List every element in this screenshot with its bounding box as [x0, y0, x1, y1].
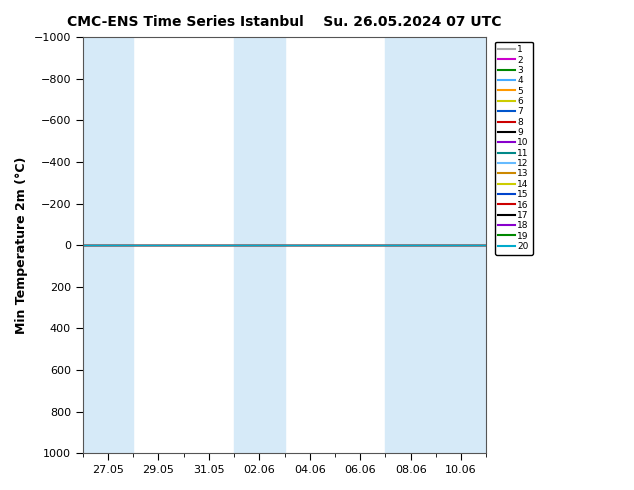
Title: CMC-ENS Time Series Istanbul    Su. 26.05.2024 07 UTC: CMC-ENS Time Series Istanbul Su. 26.05.2…: [67, 15, 501, 29]
Bar: [82, 37, 133, 453]
Legend: 1, 2, 3, 4, 5, 6, 7, 8, 9, 10, 11, 12, 13, 14, 15, 16, 17, 18, 19, 20: 1, 2, 3, 4, 5, 6, 7, 8, 9, 10, 11, 12, 1…: [495, 42, 533, 255]
Bar: [385, 37, 436, 453]
Bar: [436, 37, 486, 453]
Bar: [234, 37, 285, 453]
Y-axis label: Min Temperature 2m (°C): Min Temperature 2m (°C): [15, 156, 28, 334]
